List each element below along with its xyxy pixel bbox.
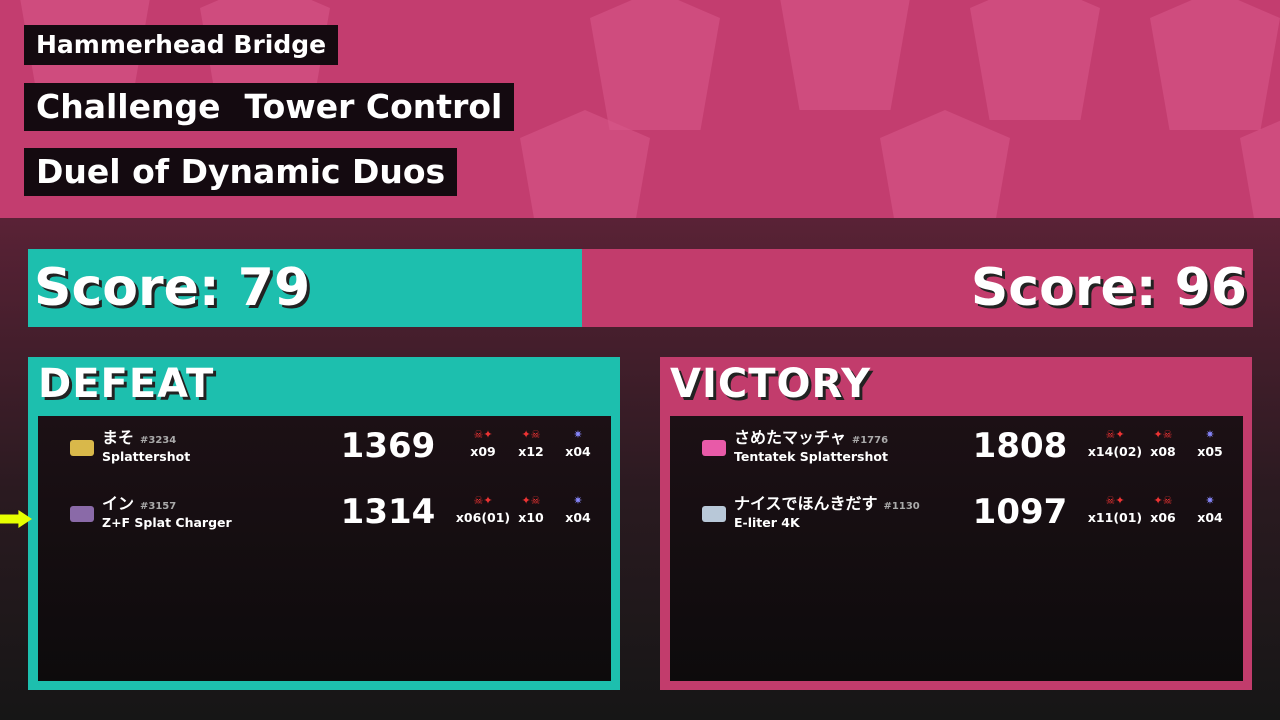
assists-stat: ✦☠ x08: [1128, 428, 1198, 459]
event-name: Duel of Dynamic Duos: [24, 148, 458, 196]
self-arrow-icon: [0, 510, 32, 528]
assist-icon: ✦☠: [1153, 428, 1173, 441]
team-panel-alpha: DEFEAT まそ #3234 Splattershot 1369 ☠✦ x09 ✦…: [0, 357, 620, 690]
player-name: ナイスでほんきだす #1130: [734, 494, 920, 513]
player-tag: #3157: [140, 501, 177, 512]
splat-icon: ☠✦: [473, 494, 493, 507]
specials-stat: ✷ x04: [1175, 494, 1245, 525]
weapon-name: Splattershot: [102, 449, 191, 464]
assist-icon: ✦☠: [521, 428, 541, 441]
bravo-score: Score: 96: [582, 249, 1253, 327]
player-name: イン #3157: [102, 494, 177, 513]
specials-stat: ✷ x04: [543, 494, 613, 525]
assists-stat: ✦☠ x12: [496, 428, 566, 459]
player-list: まそ #3234 Splattershot 1369 ☠✦ x09 ✦☠ x12 ✷ x…: [0, 416, 613, 681]
special-icon: ✷: [1205, 494, 1215, 507]
player-name: まそ #3234: [102, 428, 177, 447]
result-label: DEFEAT: [38, 361, 215, 407]
points: 1369: [340, 426, 436, 466]
player-list: さめたマッチャ #1776 Tentatek Splattershot 1808 …: [670, 416, 1243, 681]
result-label: VICTORY: [670, 361, 872, 407]
weapon-icon: [70, 506, 94, 522]
assist-icon: ✦☠: [521, 494, 541, 507]
specials-stat: ✷ x05: [1175, 428, 1245, 459]
weapon-name: Z+F Splat Charger: [102, 515, 232, 530]
mode-rule: Tower Control: [244, 87, 503, 126]
weapon-name: E-liter 4K: [734, 515, 800, 530]
mode-type: Challenge: [36, 87, 221, 126]
stage-name: Hammerhead Bridge: [24, 25, 339, 65]
assist-icon: ✦☠: [1153, 494, 1173, 507]
mode-label: Challenge Tower Control: [24, 83, 515, 131]
splat-icon: ☠✦: [1105, 494, 1125, 507]
splat-icon: ☠✦: [473, 428, 493, 441]
weapon-name: Tentatek Splattershot: [734, 449, 888, 464]
specials-stat: ✷ x04: [543, 428, 613, 459]
alpha-score: Score: 79: [28, 249, 582, 327]
points: 1808: [972, 426, 1068, 466]
weapon-icon: [702, 506, 726, 522]
player-row[interactable]: まそ #3234 Splattershot 1369 ☠✦ x09 ✦☠ x12 ✷ x…: [38, 422, 611, 482]
kills-stat: ☠✦ x06(01): [448, 494, 518, 525]
special-icon: ✷: [573, 494, 583, 507]
team-panel-bravo: VICTORY さめたマッチャ #1776 Tentatek Splattersh…: [660, 357, 1252, 690]
kills-stat: ☠✦ x11(01): [1080, 494, 1150, 525]
player-row[interactable]: ナイスでほんきだす #1130 E-liter 4K 1097 ☠✦ x11(01)…: [670, 488, 1243, 548]
player-tag: #1130: [883, 501, 920, 512]
player-tag: #1776: [851, 435, 889, 446]
kills-stat: ☠✦ x14(02): [1080, 428, 1150, 459]
points: 1314: [340, 492, 436, 532]
points: 1097: [972, 492, 1068, 532]
player-tag: #3234: [140, 435, 177, 446]
player-row[interactable]: イン #3157 Z+F Splat Charger 1314 ☠✦ x06(01)…: [0, 488, 613, 548]
kills-stat: ☠✦ x09: [448, 428, 518, 459]
splat-icon: ☠✦: [1105, 428, 1125, 441]
player-name: さめたマッチャ #1776: [734, 428, 889, 447]
weapon-icon: [70, 440, 94, 456]
assists-stat: ✦☠ x10: [496, 494, 566, 525]
weapon-icon: [702, 440, 726, 456]
special-icon: ✷: [573, 428, 583, 441]
special-icon: ✷: [1205, 428, 1215, 441]
assists-stat: ✦☠ x06: [1128, 494, 1198, 525]
player-row[interactable]: さめたマッチャ #1776 Tentatek Splattershot 1808 …: [670, 422, 1243, 482]
